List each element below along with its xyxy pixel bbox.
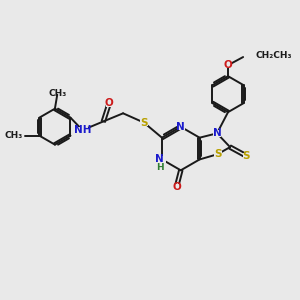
Bar <box>77 127 88 134</box>
Bar <box>243 153 249 159</box>
Text: O: O <box>224 60 233 70</box>
Text: N: N <box>176 122 185 132</box>
Text: H: H <box>156 163 164 172</box>
Text: S: S <box>242 151 250 161</box>
Bar <box>214 151 222 158</box>
Text: O: O <box>172 182 181 192</box>
Text: O: O <box>105 98 113 108</box>
Text: CH₃: CH₃ <box>5 131 23 140</box>
Bar <box>158 156 166 163</box>
Bar <box>213 130 221 136</box>
Text: CH₂CH₃: CH₂CH₃ <box>255 51 292 60</box>
Text: NH: NH <box>74 125 91 135</box>
Text: N: N <box>213 128 221 138</box>
Text: CH₃: CH₃ <box>48 88 66 98</box>
Bar <box>177 124 185 130</box>
Bar <box>106 100 112 106</box>
Text: S: S <box>140 118 148 128</box>
Text: N: N <box>155 154 164 164</box>
Bar <box>173 184 180 190</box>
Bar <box>140 119 148 126</box>
Text: S: S <box>214 149 221 159</box>
Bar <box>225 62 231 68</box>
